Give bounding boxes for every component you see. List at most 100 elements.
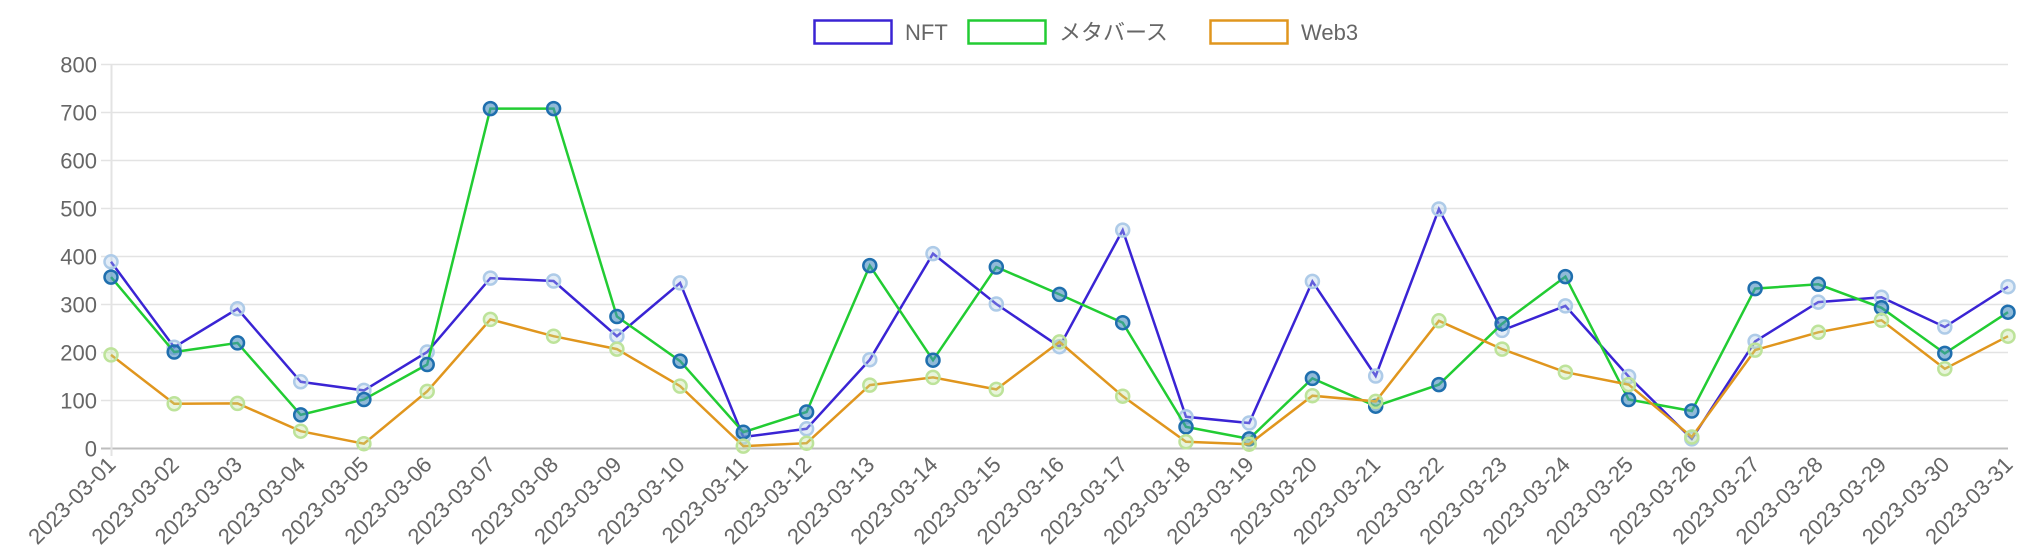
data-point-marker[interactable] (609, 308, 625, 325)
data-point-marker[interactable] (1747, 280, 1763, 297)
data-point-marker[interactable] (672, 353, 688, 369)
data-point-marker[interactable] (292, 374, 309, 390)
data-point-marker[interactable] (166, 396, 182, 412)
data-point-marker[interactable] (1304, 370, 1321, 387)
legend-swatch (813, 19, 893, 45)
data-point-marker[interactable] (862, 351, 878, 368)
data-point-marker[interactable] (1873, 312, 1890, 329)
data-point-marker[interactable] (1557, 298, 1574, 314)
data-point-marker[interactable] (1810, 276, 1827, 293)
data-point-marker[interactable] (1620, 376, 1637, 393)
data-point-marker[interactable] (545, 100, 562, 117)
data-point-marker[interactable] (925, 369, 941, 386)
data-point-marker[interactable] (735, 438, 752, 454)
data-point-marker[interactable] (1367, 368, 1384, 384)
data-point-marker[interactable] (1494, 341, 1510, 357)
legend-item-nft[interactable]: NFT (813, 19, 948, 45)
data-point-marker[interactable] (609, 341, 625, 357)
data-point-marker[interactable] (229, 395, 246, 412)
data-point-marker[interactable] (229, 335, 246, 351)
data-point-marker[interactable] (1178, 419, 1194, 435)
data-point-marker[interactable] (545, 328, 562, 344)
legend-label: NFT (905, 20, 948, 45)
data-point-marker[interactable] (1557, 364, 1574, 380)
data-point-marker[interactable] (988, 296, 1005, 312)
data-point-marker[interactable] (166, 344, 182, 360)
data-point-marker[interactable] (1747, 342, 1763, 358)
data-point-marker[interactable] (356, 435, 372, 452)
data-point-marker[interactable] (1873, 300, 1890, 316)
data-point-marker[interactable] (1684, 403, 1700, 419)
x-axis: 2023-03-012023-03-022023-03-032023-03-04… (23, 452, 2017, 549)
data-point-marker[interactable] (1937, 319, 1953, 335)
data-point-marker[interactable] (1304, 273, 1321, 290)
y-tick-label: 800 (60, 53, 97, 78)
data-point-marker[interactable] (2000, 304, 2016, 320)
data-point-marker[interactable] (925, 245, 941, 262)
data-point-marker[interactable] (1620, 391, 1637, 408)
data-point-marker[interactable] (292, 407, 309, 423)
data-point-marker[interactable] (419, 356, 435, 373)
data-point-marker[interactable] (862, 377, 878, 393)
data-point-marker[interactable] (925, 352, 941, 368)
data-point-marker[interactable] (545, 273, 562, 289)
data-point-marker[interactable] (862, 257, 878, 274)
data-point-marker[interactable] (1810, 324, 1827, 341)
data-point-marker[interactable] (672, 378, 688, 394)
data-point-marker[interactable] (735, 424, 752, 440)
series-layer (103, 100, 2016, 454)
data-point-marker[interactable] (1051, 334, 1068, 350)
data-point-marker[interactable] (1114, 314, 1131, 331)
data-point-marker[interactable] (1114, 388, 1131, 404)
data-point-marker[interactable] (2000, 278, 2016, 295)
y-tick-label: 500 (60, 197, 97, 222)
data-point-marker[interactable] (1367, 393, 1384, 410)
data-point-marker[interactable] (356, 391, 372, 408)
data-point-marker[interactable] (103, 269, 119, 285)
data-point-marker[interactable] (419, 383, 435, 400)
data-point-marker[interactable] (1178, 434, 1194, 450)
data-point-marker[interactable] (1051, 286, 1068, 303)
data-point-marker[interactable] (1557, 268, 1574, 285)
series-line (110, 317, 2009, 448)
data-point-marker[interactable] (1937, 345, 1953, 362)
gridlines (101, 63, 2008, 456)
data-point-marker[interactable] (1241, 415, 1257, 431)
data-point-marker[interactable] (1937, 361, 1953, 377)
data-point-marker[interactable] (798, 435, 815, 451)
data-point-marker[interactable] (482, 311, 499, 328)
data-point-marker[interactable] (229, 301, 246, 317)
y-tick-label: 600 (60, 149, 97, 174)
series-metaverse (103, 100, 2016, 447)
data-point-marker[interactable] (1810, 294, 1827, 310)
data-point-marker[interactable] (1431, 313, 1447, 329)
data-point-marker[interactable] (1114, 222, 1131, 238)
data-point-marker[interactable] (1241, 436, 1257, 452)
y-tick-label: 300 (60, 293, 97, 318)
legend-swatch (967, 19, 1047, 45)
data-point-marker[interactable] (1494, 315, 1510, 332)
data-point-marker[interactable] (292, 423, 309, 439)
data-point-marker[interactable] (1684, 429, 1700, 445)
data-point-marker[interactable] (1431, 376, 1447, 393)
data-point-marker[interactable] (482, 270, 499, 286)
data-point-marker[interactable] (1431, 201, 1447, 217)
data-point-marker[interactable] (988, 381, 1005, 398)
legend-item-metaverse[interactable]: メタバース (967, 19, 1168, 45)
data-point-marker[interactable] (2000, 328, 2016, 344)
data-point-marker[interactable] (798, 421, 815, 437)
data-point-marker[interactable] (988, 259, 1005, 275)
data-point-marker[interactable] (798, 404, 815, 420)
legend-item-web3[interactable]: Web3 (1209, 19, 1359, 45)
data-point-marker[interactable] (609, 328, 625, 344)
y-tick-label: 0 (85, 437, 97, 462)
data-point-marker[interactable] (482, 100, 499, 117)
y-tick-label: 700 (60, 101, 97, 126)
data-point-marker[interactable] (103, 347, 119, 363)
y-tick-label: 200 (60, 341, 97, 366)
data-point-marker[interactable] (672, 275, 688, 291)
data-point-marker[interactable] (103, 254, 119, 270)
data-point-marker[interactable] (1304, 387, 1321, 404)
